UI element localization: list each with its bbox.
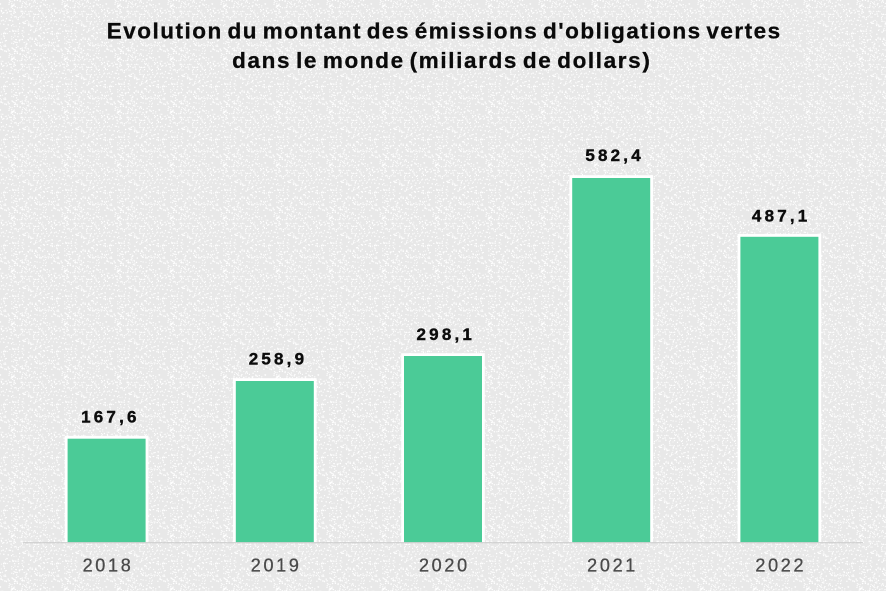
svg-text:167,6: 167,6 <box>81 407 140 426</box>
svg-text:2022: 2022 <box>755 555 806 575</box>
svg-text:582,4: 582,4 <box>585 146 644 165</box>
svg-text:2018: 2018 <box>83 555 134 575</box>
svg-text:dans le monde (miliards de dol: dans le monde (miliards de dollars) <box>232 48 651 73</box>
svg-text:487,1: 487,1 <box>752 207 811 226</box>
svg-text:258,9: 258,9 <box>249 350 308 369</box>
svg-text:Evolution du montant des émiss: Evolution du montant des émissions d'obl… <box>107 18 782 43</box>
svg-text:298,1: 298,1 <box>417 325 476 344</box>
svg-text:2019: 2019 <box>251 555 302 575</box>
svg-text:2021: 2021 <box>587 555 638 575</box>
svg-text:2020: 2020 <box>419 555 470 575</box>
